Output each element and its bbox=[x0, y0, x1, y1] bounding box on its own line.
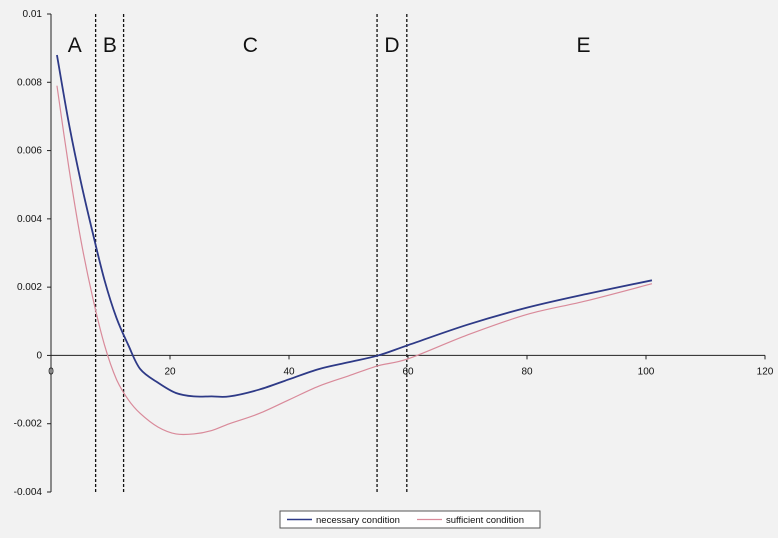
y-tick-label: -0.002 bbox=[14, 419, 43, 430]
x-tick-label: 100 bbox=[638, 366, 655, 377]
y-tick-label: 0.006 bbox=[17, 146, 42, 157]
legend-label-sufficient: sufficient condition bbox=[446, 515, 524, 526]
region-boundaries bbox=[94, 14, 408, 492]
series-line-necessary bbox=[56, 54, 653, 398]
region-label-e: E bbox=[577, 34, 591, 57]
region-label-a: A bbox=[68, 34, 82, 57]
legend-label-necessary: necessary condition bbox=[316, 515, 400, 526]
y-tick-label: 0.002 bbox=[17, 282, 42, 293]
y-tick-label: -0.004 bbox=[14, 487, 43, 498]
x-tick-label: 60 bbox=[402, 366, 414, 377]
x-tick-label: 120 bbox=[757, 366, 774, 377]
axes: -0.004 -0.002 0 0.002 0.004 0.006 0.008 0.01 0 20… bbox=[14, 9, 774, 498]
region-label-b: B bbox=[103, 34, 117, 57]
x-tick-label: 20 bbox=[164, 366, 176, 377]
legend-box bbox=[279, 510, 541, 529]
legend: necessary condition sufficient condition bbox=[279, 510, 541, 529]
region-label-c: C bbox=[243, 34, 258, 57]
y-tick-label: 0.01 bbox=[23, 9, 43, 20]
region-label-d: D bbox=[384, 34, 399, 57]
x-tick-label: 40 bbox=[283, 366, 295, 377]
y-tick-label: 0.008 bbox=[17, 77, 42, 88]
y-tick-label: 0.004 bbox=[17, 214, 42, 225]
series-lines bbox=[56, 54, 653, 436]
x-tick-label: 80 bbox=[521, 366, 533, 377]
y-tick-label: 0 bbox=[36, 350, 42, 361]
x-tick-label: 0 bbox=[48, 366, 54, 377]
series-line-sufficient bbox=[56, 85, 653, 436]
